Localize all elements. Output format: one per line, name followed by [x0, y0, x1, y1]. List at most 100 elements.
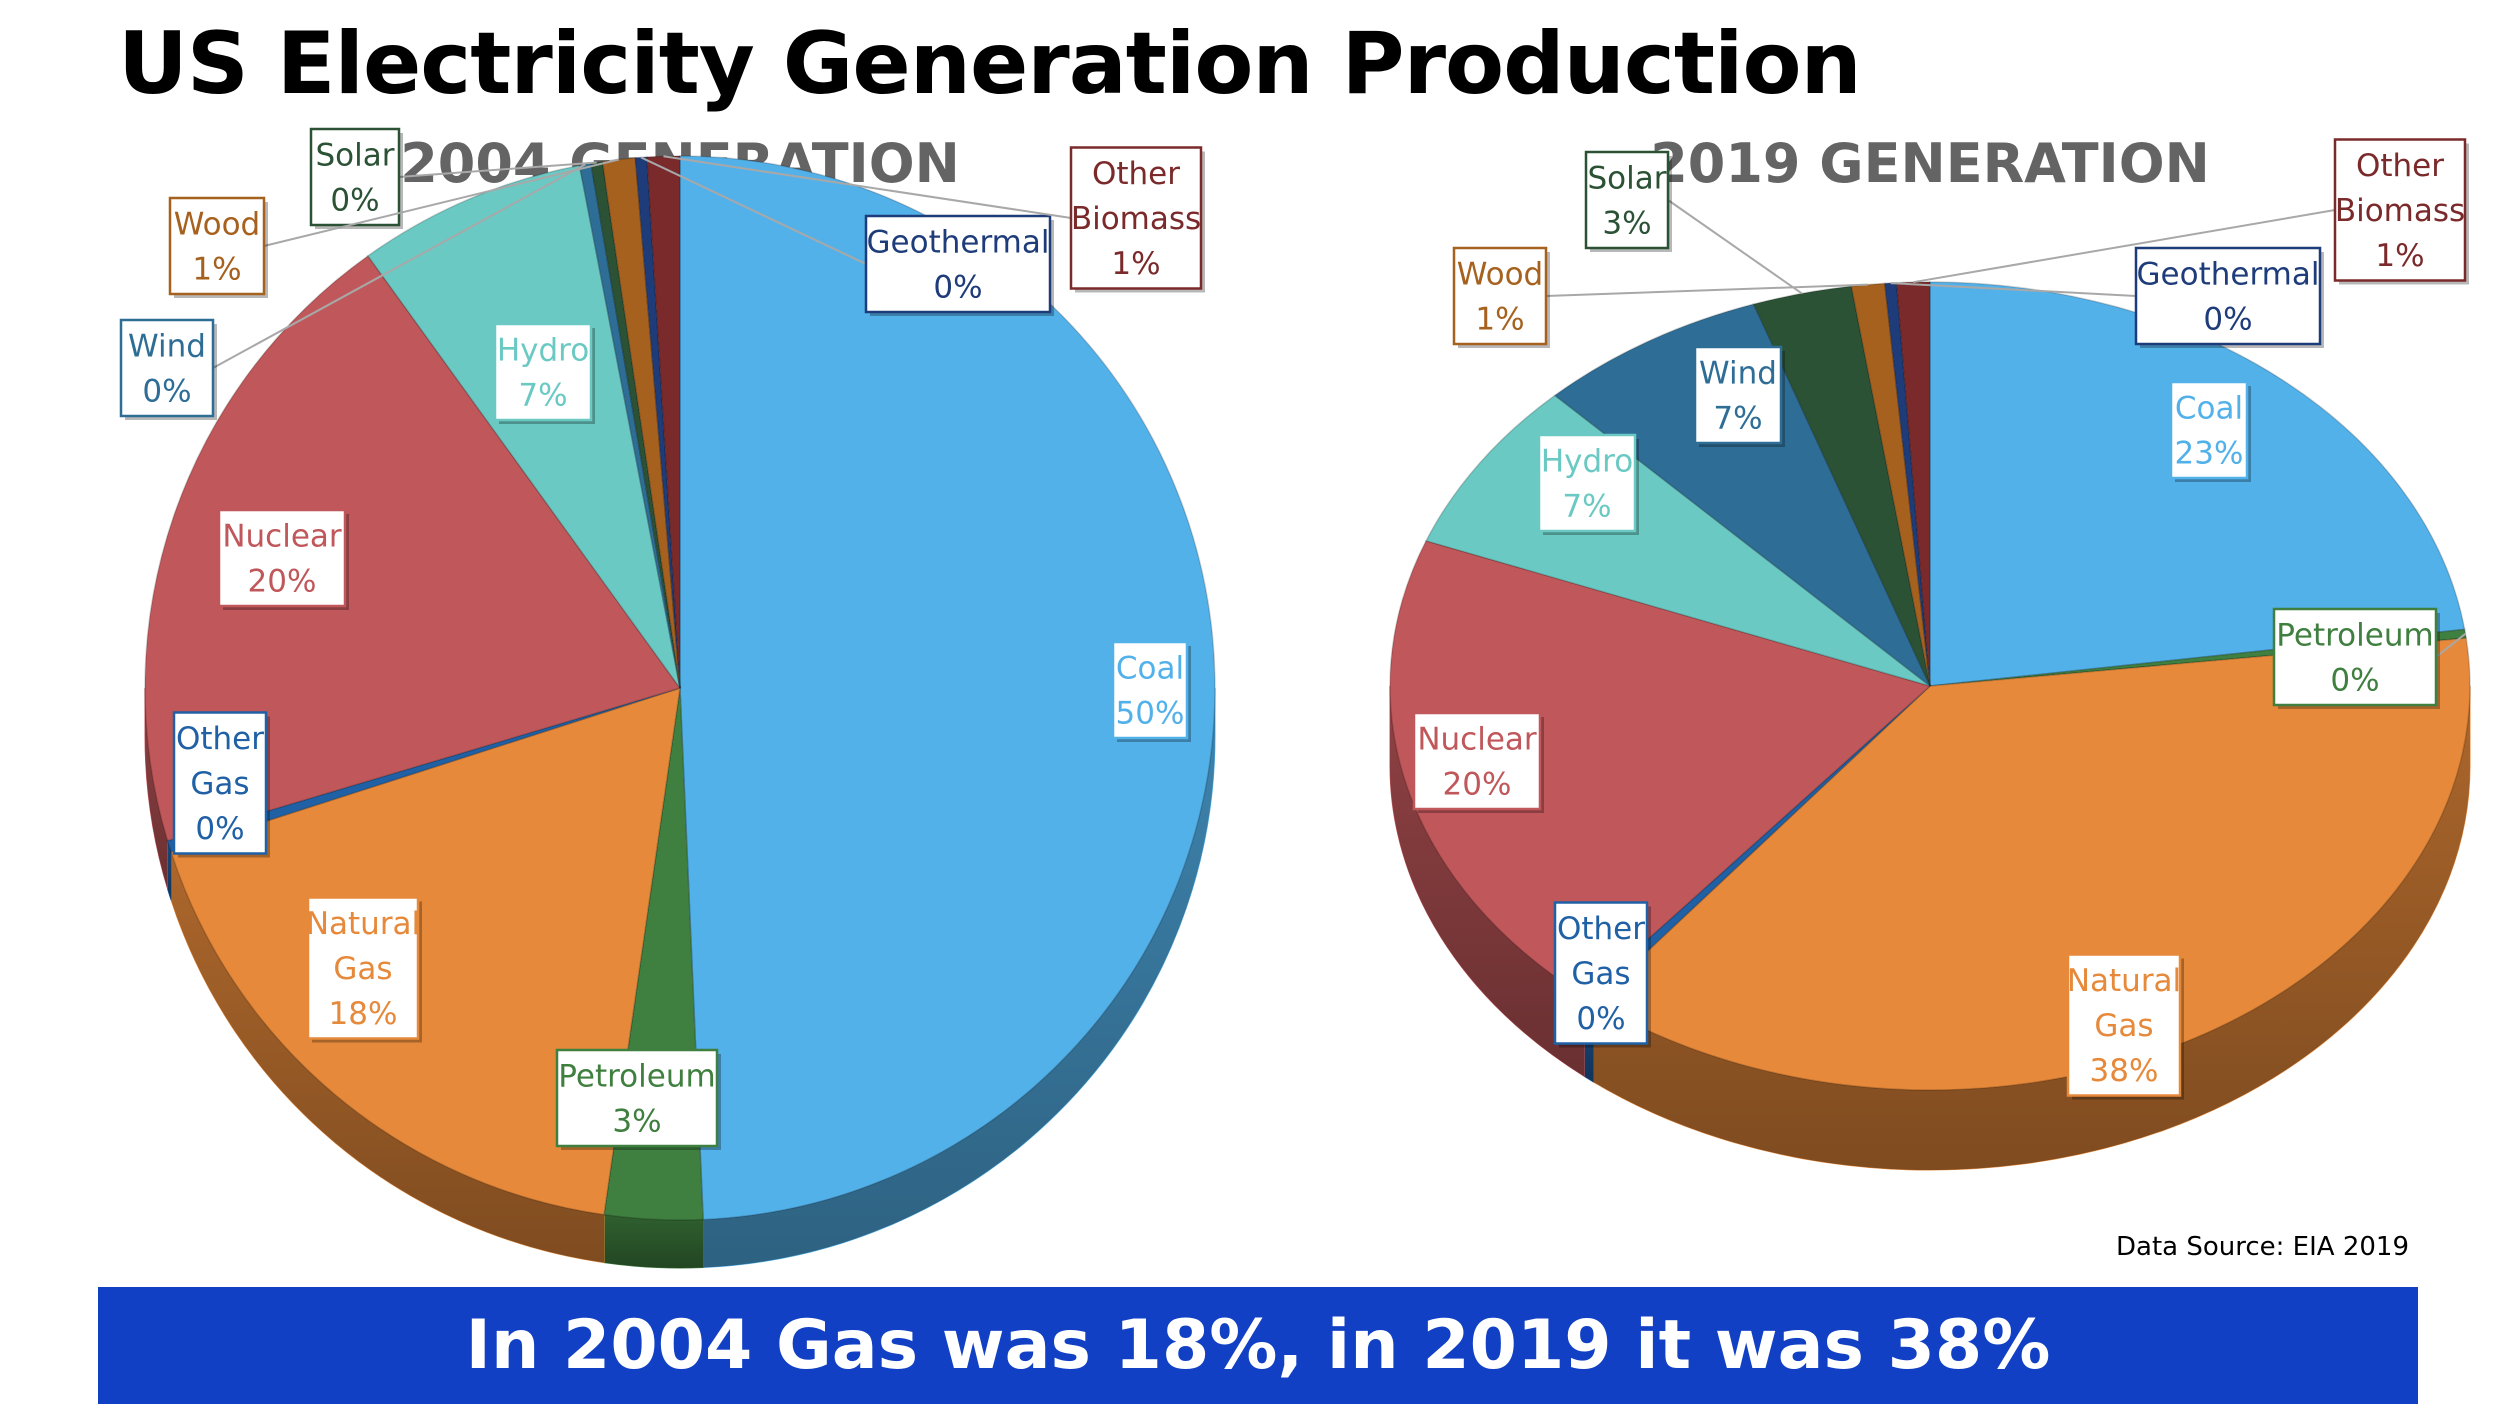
data-label-geothermal-2019: Geothermal 0% [2134, 246, 2324, 348]
data-label-name: Gas [190, 766, 249, 802]
data-label-name: Gas [333, 951, 392, 987]
data-label-name: Coal [2175, 390, 2243, 426]
pie-slice-solar [1752, 285, 1931, 687]
data-label-wood-2004: Wood 1% [168, 196, 268, 298]
data-label-other-biomass-2004: Other Biomass 1% [1069, 146, 1205, 293]
data-label-box [1111, 640, 1189, 740]
data-label-name: Biomass [2335, 193, 2465, 229]
data-label-coal-2019: Coal 23% [2169, 380, 2251, 482]
charts-canvas: 2004 GENERATION Coal50%Petroleum3%Natura… [119, 127, 2471, 1269]
data-label-name: Geothermal [867, 224, 1050, 260]
data-label-name: Other [2356, 148, 2444, 184]
data-label-other-gas-2004: Other Gas 0% [172, 711, 270, 858]
data-label-wind-2004: Wind 0% [119, 318, 217, 420]
data-label-name: Coal [1116, 650, 1184, 686]
data-label-name: Gas [2094, 1008, 2153, 1044]
chart-title-2019: 2019 GENERATION [1650, 132, 2210, 195]
page-title: US Electricity Generation Production [118, 14, 1862, 114]
pie-chart-2004: 2004 GENERATION Coal50%Petroleum3%Natura… [119, 127, 1216, 1269]
data-label-name: Geothermal [2137, 256, 2320, 292]
data-label-box [1584, 150, 1670, 250]
data-label-name: Natural [2067, 963, 2181, 999]
data-label-box [1553, 901, 1649, 1045]
data-label-box [1069, 146, 1203, 290]
data-label-nuclear-2004: Nuclear 20% [217, 508, 349, 610]
pie-slice-natural-gas [170, 686, 681, 1216]
data-label-value: 38% [2090, 1053, 2159, 1089]
pie-slice-coal [679, 155, 1216, 1221]
data-label-box [2066, 953, 2182, 1097]
data-label-value: 1% [1475, 301, 1524, 337]
data-label-box [2333, 138, 2467, 282]
data-label-value: 0% [142, 373, 191, 409]
data-label-box [1452, 246, 1548, 346]
data-label-value: 23% [2175, 435, 2244, 471]
data-label-value: 50% [1116, 695, 1185, 731]
data-label-value: 0% [2203, 301, 2252, 337]
pie-walls-2004 [144, 687, 1216, 1269]
data-label-name: Other [1557, 911, 1645, 947]
pie-slice-nuclear [1389, 539, 1932, 998]
data-label-name: Other [176, 721, 264, 757]
data-label-name: Wood [1457, 256, 1543, 292]
data-label-value: 20% [248, 563, 317, 599]
data-label-box [168, 196, 266, 296]
pie-wall-shade-natural-gas [1593, 686, 2470, 1170]
data-label-name: Petroleum [2276, 617, 2433, 653]
data-label-value: 7% [518, 377, 567, 413]
data-label-value: 0% [1576, 1001, 1625, 1037]
leader-line-wood [1545, 283, 1869, 297]
data-label-name: Biomass [1071, 201, 1201, 237]
pie-slice-hydro [366, 164, 681, 689]
data-label-value: 1% [1111, 246, 1160, 282]
data-label-name: Nuclear [1417, 721, 1537, 757]
data-label-name: Gas [1571, 956, 1630, 992]
pie-wall-shade-coal [703, 688, 1215, 1268]
data-label-value: 0% [2330, 662, 2379, 698]
data-label-box [2169, 380, 2249, 480]
data-label-box [1537, 433, 1637, 533]
data-label-geothermal-2004: Geothermal 0% [864, 214, 1054, 316]
data-label-solar-2004: Solar 0% [309, 127, 403, 229]
data-label-box [493, 322, 593, 422]
pie-wall-shade-natural-gas [170, 851, 605, 1263]
data-label-value: 3% [1602, 205, 1651, 241]
data-label-value: 18% [329, 996, 398, 1032]
data-label-name: Wind [1699, 355, 1777, 391]
data-label-name: Wind [128, 328, 206, 364]
leader-line-geothermal [640, 156, 867, 265]
data-label-hydro-2019: Hydro 7% [1537, 433, 1639, 535]
data-label-other-gas-2019: Other Gas 0% [1553, 901, 1651, 1048]
data-label-box [555, 1048, 719, 1148]
pie-slice-other-gas [166, 687, 681, 853]
leader-line-other-biomass [1913, 209, 2336, 284]
data-label-box [1412, 711, 1542, 811]
pie-slice-other-biomass [646, 155, 681, 689]
data-label-value: 7% [1713, 400, 1762, 436]
pie-wall-shade-nuclear [1390, 686, 1585, 1077]
data-label-wood-2019: Wood 1% [1452, 246, 1550, 348]
data-label-value: 1% [192, 251, 241, 287]
data-label-value: 1% [2375, 238, 2424, 274]
data-label-value: 0% [195, 811, 244, 847]
data-label-solar-2019: Solar 3% [1584, 150, 1672, 252]
data-label-value: 3% [612, 1103, 661, 1139]
leader-line-petroleum [2435, 632, 2467, 658]
data-label-wind-2019: Wind 7% [1693, 345, 1785, 447]
data-label-box [2134, 246, 2322, 346]
data-label-petroleum-2019: Petroleum 0% [2272, 607, 2440, 709]
data-source-note: Data Source: EIA 2019 [2116, 1232, 2409, 1262]
data-label-name: Hydro [497, 332, 589, 368]
data-label-value: 20% [1443, 766, 1512, 802]
data-label-nuclear-2019: Nuclear 20% [1412, 711, 1544, 813]
data-label-name: Petroleum [558, 1058, 715, 1094]
leader-line-wood [263, 158, 620, 247]
data-label-name: Hydro [1541, 443, 1633, 479]
data-label-natural-gas-2019: Natural Gas 38% [2066, 953, 2184, 1100]
pie-slice-wind [1553, 303, 1931, 687]
leader-line-other-biomass [663, 155, 1072, 219]
summary-banner-text: In 2004 Gas was 18%, in 2019 it was 38% [465, 1306, 2051, 1385]
leader-line-solar [1667, 199, 1803, 295]
pie-wall-shade-petroleum [604, 1214, 704, 1268]
data-label-other-biomass-2019: Other Biomass 1% [2333, 138, 2469, 285]
